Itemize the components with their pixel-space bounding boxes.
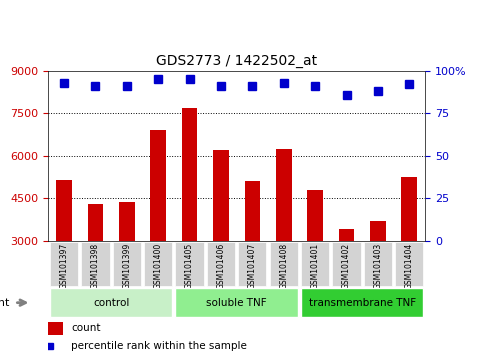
FancyBboxPatch shape [144, 242, 172, 286]
Bar [276, 149, 292, 241]
FancyBboxPatch shape [270, 242, 298, 286]
Bar [87, 204, 103, 241]
Text: transmembrane TNF: transmembrane TNF [309, 298, 416, 308]
FancyBboxPatch shape [50, 288, 172, 317]
Text: GSM101407: GSM101407 [248, 243, 257, 289]
FancyBboxPatch shape [364, 242, 392, 286]
Bar [213, 150, 229, 241]
Text: count: count [71, 323, 100, 333]
Text: GSM101398: GSM101398 [91, 243, 100, 289]
Bar [339, 229, 355, 241]
Text: GSM101403: GSM101403 [373, 243, 383, 289]
Text: soluble TNF: soluble TNF [206, 298, 267, 308]
Text: percentile rank within the sample: percentile rank within the sample [71, 341, 247, 351]
Text: agent: agent [0, 298, 10, 308]
Bar [370, 221, 386, 241]
FancyBboxPatch shape [395, 242, 424, 286]
Bar [307, 190, 323, 241]
Bar [119, 202, 135, 241]
FancyBboxPatch shape [238, 242, 267, 286]
FancyBboxPatch shape [332, 242, 361, 286]
Bar [150, 130, 166, 241]
Bar [401, 177, 417, 241]
FancyBboxPatch shape [175, 288, 298, 317]
Text: control: control [93, 298, 129, 308]
Text: GSM101405: GSM101405 [185, 243, 194, 289]
FancyBboxPatch shape [301, 288, 424, 317]
FancyBboxPatch shape [175, 242, 204, 286]
FancyBboxPatch shape [207, 242, 235, 286]
Text: GSM101400: GSM101400 [154, 243, 163, 289]
Text: GSM101401: GSM101401 [311, 243, 320, 289]
FancyBboxPatch shape [301, 242, 329, 286]
Bar [56, 180, 72, 241]
Text: GSM101399: GSM101399 [122, 243, 131, 289]
Text: GSM101406: GSM101406 [216, 243, 226, 289]
Text: GSM101402: GSM101402 [342, 243, 351, 289]
Bar [48, 322, 63, 335]
Bar [182, 108, 198, 241]
Bar [244, 181, 260, 241]
Text: GSM101397: GSM101397 [59, 243, 69, 289]
Text: GSM101408: GSM101408 [279, 243, 288, 289]
FancyBboxPatch shape [50, 242, 78, 286]
FancyBboxPatch shape [113, 242, 141, 286]
FancyBboxPatch shape [81, 242, 110, 286]
Text: GSM101404: GSM101404 [405, 243, 414, 289]
Title: GDS2773 / 1422502_at: GDS2773 / 1422502_at [156, 55, 317, 68]
